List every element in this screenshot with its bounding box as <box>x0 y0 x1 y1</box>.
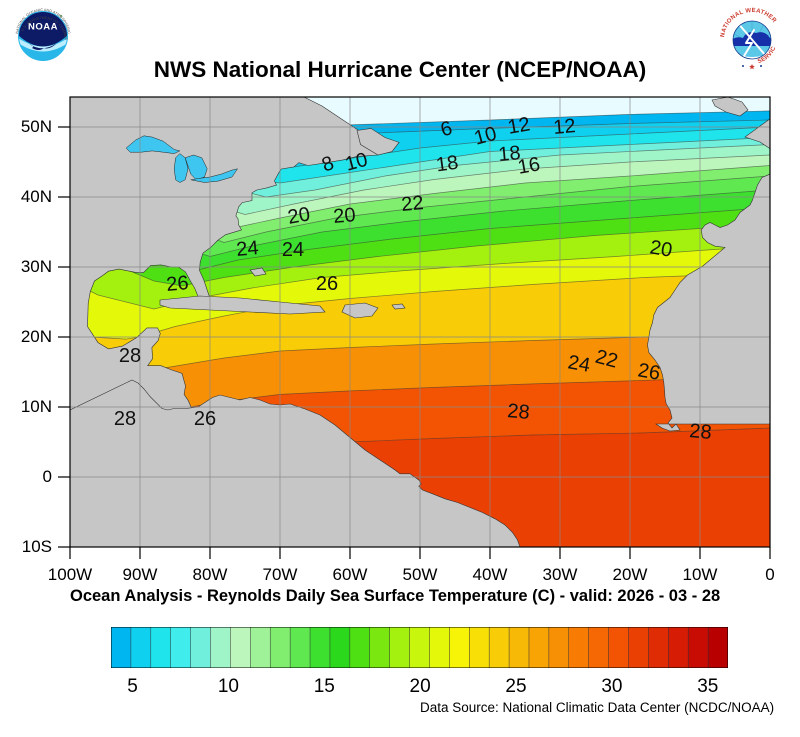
svg-text:15: 15 <box>314 676 335 697</box>
svg-text:18: 18 <box>435 152 460 177</box>
svg-text:28: 28 <box>119 345 141 367</box>
svg-text:90W: 90W <box>123 565 158 584</box>
svg-text:25: 25 <box>505 676 526 697</box>
svg-text:40N: 40N <box>21 187 52 206</box>
svg-text:30N: 30N <box>21 257 52 276</box>
svg-text:20: 20 <box>332 204 356 228</box>
svg-text:20: 20 <box>410 676 431 697</box>
svg-text:22: 22 <box>400 192 424 216</box>
svg-text:30W: 30W <box>543 565 578 584</box>
svg-text:26: 26 <box>165 272 189 296</box>
svg-text:50W: 50W <box>403 565 438 584</box>
svg-text:10W: 10W <box>683 565 718 584</box>
svg-text:12: 12 <box>552 115 576 139</box>
svg-text:10S: 10S <box>22 537 52 556</box>
svg-text:24: 24 <box>282 239 304 261</box>
svg-text:24: 24 <box>235 237 259 261</box>
svg-text:50N: 50N <box>21 117 52 136</box>
svg-text:20N: 20N <box>21 327 52 346</box>
svg-text:28: 28 <box>114 408 136 430</box>
svg-text:20: 20 <box>648 236 674 262</box>
svg-text:100W: 100W <box>48 565 92 584</box>
svg-text:28: 28 <box>688 420 712 444</box>
svg-text:18: 18 <box>497 142 521 166</box>
svg-text:30: 30 <box>601 676 622 697</box>
svg-text:40W: 40W <box>473 565 508 584</box>
svg-text:70W: 70W <box>263 565 298 584</box>
svg-text:10N: 10N <box>21 397 52 416</box>
svg-text:60W: 60W <box>333 565 368 584</box>
svg-text:20W: 20W <box>613 565 648 584</box>
svg-text:12: 12 <box>506 113 532 139</box>
svg-text:0: 0 <box>765 565 774 584</box>
svg-text:5: 5 <box>127 676 138 697</box>
svg-text:26: 26 <box>636 359 662 385</box>
svg-text:10: 10 <box>218 676 239 697</box>
svg-text:26: 26 <box>194 408 216 430</box>
svg-text:0: 0 <box>43 467 52 486</box>
svg-text:26: 26 <box>316 273 338 295</box>
svg-text:35: 35 <box>697 676 718 697</box>
svg-text:28: 28 <box>506 400 530 424</box>
svg-text:80W: 80W <box>193 565 228 584</box>
svg-text:24: 24 <box>566 351 592 377</box>
svg-text:20: 20 <box>286 203 312 229</box>
